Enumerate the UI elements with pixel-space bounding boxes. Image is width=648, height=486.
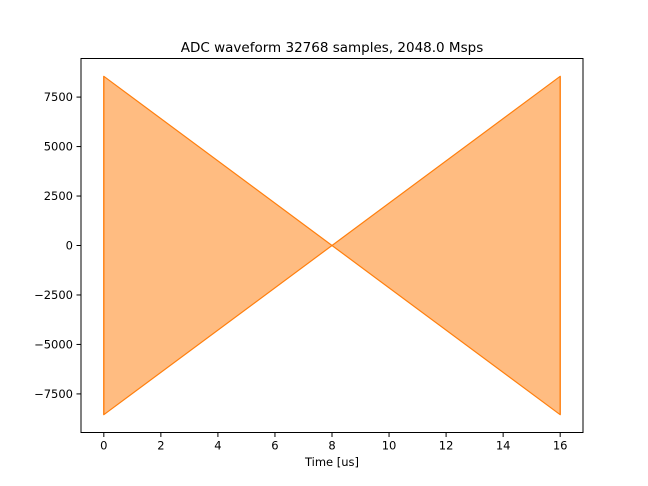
y-tick-label-3: 0 [66,239,73,253]
x-tick-label-1: 2 [157,439,164,453]
x-axis-label: Time [us] [304,455,359,469]
y-tick-label-5: 5000 [44,140,73,154]
y-tick-label-6: 7500 [44,90,73,104]
x-tick-label-5: 10 [382,439,397,453]
y-axis: −7500 −5000 −2500 0 2500 5000 7500 [34,90,81,401]
y-tick-label-0: −7500 [34,387,73,401]
y-tick-label-1: −5000 [34,337,73,351]
x-tick-label-4: 8 [328,439,335,453]
x-tick-label-3: 6 [271,439,278,453]
x-tick-label-2: 4 [214,439,221,453]
x-tick-label-0: 0 [100,439,107,453]
x-tick-label-7: 14 [496,439,511,453]
y-tick-label-2: −2500 [34,288,73,302]
axes-frame [80,58,584,433]
plot-area [103,75,561,416]
x-axis: 0 2 4 6 8 10 12 14 16 [100,432,568,453]
x-tick-label-8: 16 [553,439,568,453]
x-tick-label-6: 12 [439,439,454,453]
chart-title: ADC waveform 32768 samples, 2048.0 Msps [181,40,483,56]
y-tick-label-4: 2500 [44,189,73,203]
